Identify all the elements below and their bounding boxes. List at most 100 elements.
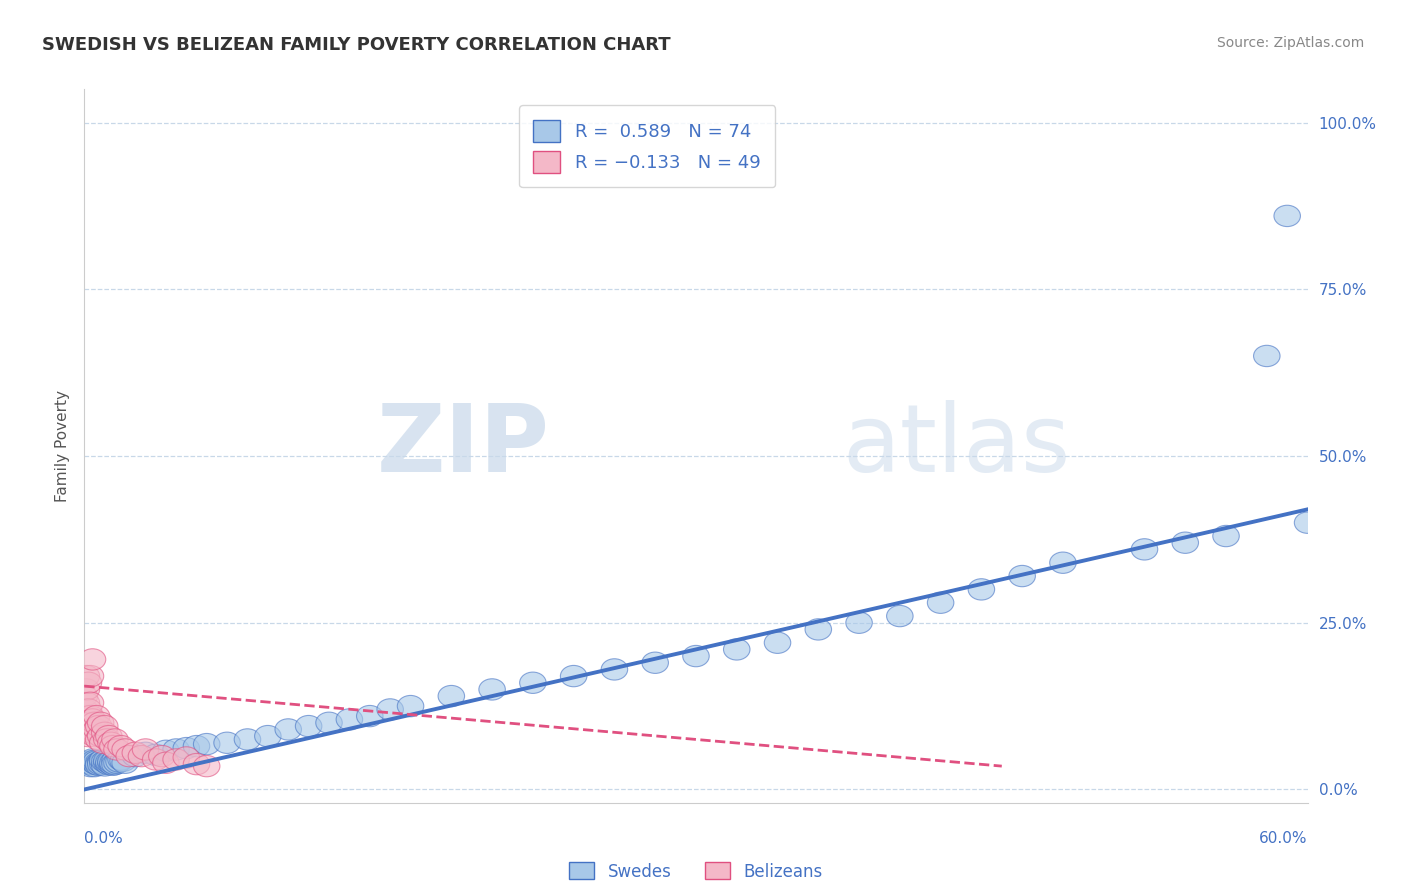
Text: atlas: atlas: [842, 400, 1071, 492]
Ellipse shape: [101, 754, 128, 775]
Ellipse shape: [969, 579, 994, 600]
Ellipse shape: [77, 706, 104, 727]
Ellipse shape: [104, 739, 131, 760]
Ellipse shape: [75, 754, 101, 775]
Ellipse shape: [122, 742, 149, 764]
Ellipse shape: [86, 729, 112, 750]
Ellipse shape: [377, 698, 404, 720]
Ellipse shape: [90, 753, 115, 774]
Ellipse shape: [75, 712, 101, 733]
Ellipse shape: [295, 715, 322, 737]
Ellipse shape: [643, 652, 668, 673]
Ellipse shape: [77, 756, 104, 777]
Ellipse shape: [153, 740, 179, 762]
Ellipse shape: [73, 752, 100, 773]
Ellipse shape: [73, 719, 100, 740]
Ellipse shape: [183, 735, 209, 756]
Text: ZIP: ZIP: [377, 400, 550, 492]
Ellipse shape: [79, 754, 105, 775]
Ellipse shape: [72, 685, 97, 706]
Ellipse shape: [73, 706, 100, 727]
Ellipse shape: [561, 665, 586, 687]
Ellipse shape: [75, 725, 101, 747]
Ellipse shape: [83, 719, 110, 740]
Ellipse shape: [96, 725, 122, 747]
Ellipse shape: [77, 719, 104, 740]
Ellipse shape: [94, 750, 120, 772]
Ellipse shape: [132, 739, 159, 760]
Ellipse shape: [100, 754, 127, 775]
Ellipse shape: [91, 723, 118, 743]
Ellipse shape: [194, 733, 219, 755]
Text: Source: ZipAtlas.com: Source: ZipAtlas.com: [1216, 36, 1364, 50]
Ellipse shape: [1295, 512, 1320, 533]
Ellipse shape: [72, 698, 97, 720]
Ellipse shape: [82, 756, 108, 777]
Ellipse shape: [91, 751, 118, 772]
Ellipse shape: [90, 749, 115, 771]
Ellipse shape: [82, 750, 108, 772]
Ellipse shape: [97, 732, 124, 754]
Ellipse shape: [79, 709, 105, 731]
Y-axis label: Family Poverty: Family Poverty: [55, 390, 70, 502]
Ellipse shape: [87, 725, 114, 747]
Ellipse shape: [101, 750, 128, 772]
Ellipse shape: [100, 735, 127, 756]
Ellipse shape: [87, 751, 114, 772]
Ellipse shape: [765, 632, 790, 654]
Ellipse shape: [602, 659, 627, 680]
Ellipse shape: [101, 729, 128, 750]
Ellipse shape: [87, 712, 114, 733]
Ellipse shape: [1213, 525, 1239, 547]
Ellipse shape: [79, 648, 105, 670]
Text: SWEDISH VS BELIZEAN FAMILY POVERTY CORRELATION CHART: SWEDISH VS BELIZEAN FAMILY POVERTY CORRE…: [42, 36, 671, 54]
Ellipse shape: [316, 712, 342, 733]
Ellipse shape: [683, 646, 709, 666]
Ellipse shape: [94, 729, 120, 750]
Ellipse shape: [132, 742, 159, 764]
Ellipse shape: [115, 746, 142, 767]
Ellipse shape: [336, 709, 363, 731]
Text: 0.0%: 0.0%: [84, 831, 124, 846]
Ellipse shape: [110, 750, 136, 772]
Ellipse shape: [83, 706, 110, 727]
Ellipse shape: [153, 752, 179, 773]
Ellipse shape: [1254, 345, 1279, 367]
Ellipse shape: [72, 712, 97, 733]
Ellipse shape: [77, 692, 104, 714]
Ellipse shape: [97, 751, 124, 772]
Ellipse shape: [87, 754, 114, 775]
Ellipse shape: [887, 606, 912, 627]
Ellipse shape: [83, 754, 110, 775]
Ellipse shape: [1274, 205, 1301, 227]
Ellipse shape: [90, 732, 115, 754]
Ellipse shape: [254, 725, 281, 747]
Ellipse shape: [86, 752, 112, 773]
Ellipse shape: [73, 665, 100, 687]
Ellipse shape: [86, 715, 112, 737]
Ellipse shape: [122, 746, 149, 767]
Ellipse shape: [73, 692, 100, 714]
Ellipse shape: [75, 698, 101, 720]
Ellipse shape: [1050, 552, 1076, 574]
Ellipse shape: [1132, 539, 1157, 560]
Ellipse shape: [276, 719, 301, 740]
Ellipse shape: [86, 754, 112, 775]
Ellipse shape: [96, 754, 122, 775]
Legend: Swedes, Belizeans: Swedes, Belizeans: [562, 855, 830, 888]
Ellipse shape: [846, 612, 872, 633]
Ellipse shape: [149, 746, 176, 767]
Ellipse shape: [79, 748, 105, 770]
Ellipse shape: [112, 752, 138, 773]
Ellipse shape: [94, 752, 120, 773]
Ellipse shape: [520, 672, 546, 693]
Ellipse shape: [104, 752, 131, 773]
Ellipse shape: [91, 755, 118, 776]
Ellipse shape: [96, 751, 122, 772]
Ellipse shape: [128, 746, 155, 767]
Ellipse shape: [183, 754, 209, 775]
Ellipse shape: [173, 747, 200, 768]
Ellipse shape: [108, 748, 135, 770]
Ellipse shape: [194, 756, 219, 777]
Ellipse shape: [439, 685, 464, 706]
